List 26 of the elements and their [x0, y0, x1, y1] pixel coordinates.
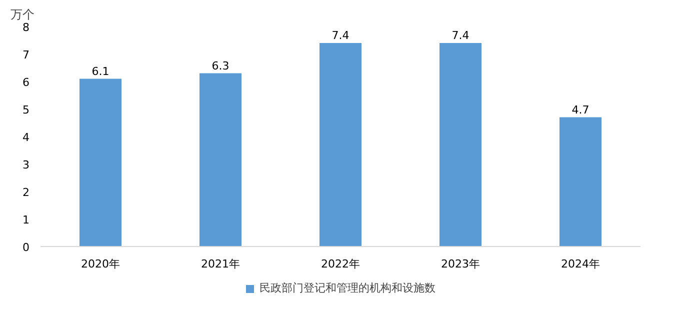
x-tick-label: 2024年: [561, 258, 600, 270]
bar: [320, 43, 362, 246]
y-tick-label: 8: [22, 21, 30, 34]
bar: [440, 43, 482, 246]
y-tick-label: 3: [22, 158, 30, 172]
y-tick-label: 5: [22, 104, 30, 116]
y-tick-label: 6: [22, 76, 30, 89]
y-tick-label: 7: [22, 48, 30, 62]
data-label: 7.4: [332, 29, 350, 42]
x-tick-label: 2023年: [441, 258, 480, 270]
y-axis-title: 万个: [10, 8, 34, 22]
bar: [80, 78, 122, 246]
data-label: 4.7: [572, 103, 590, 116]
data-label: 6.3: [212, 59, 230, 72]
x-tick-label: 2020年: [81, 258, 120, 270]
bar: [560, 117, 602, 246]
legend-label: 民政部门登记和管理的机构和设施数: [260, 280, 436, 296]
y-tick-label: 1: [22, 214, 30, 226]
y-tick-label: 2: [22, 186, 30, 199]
bar: [200, 73, 242, 246]
data-label: 6.1: [92, 64, 110, 78]
data-label: 7.4: [452, 29, 470, 42]
x-tick-label: 2021年: [201, 258, 240, 270]
y-tick-label: 4: [22, 131, 30, 144]
y-tick-label: 0: [22, 241, 30, 254]
x-tick-label: 2022年: [321, 258, 360, 270]
